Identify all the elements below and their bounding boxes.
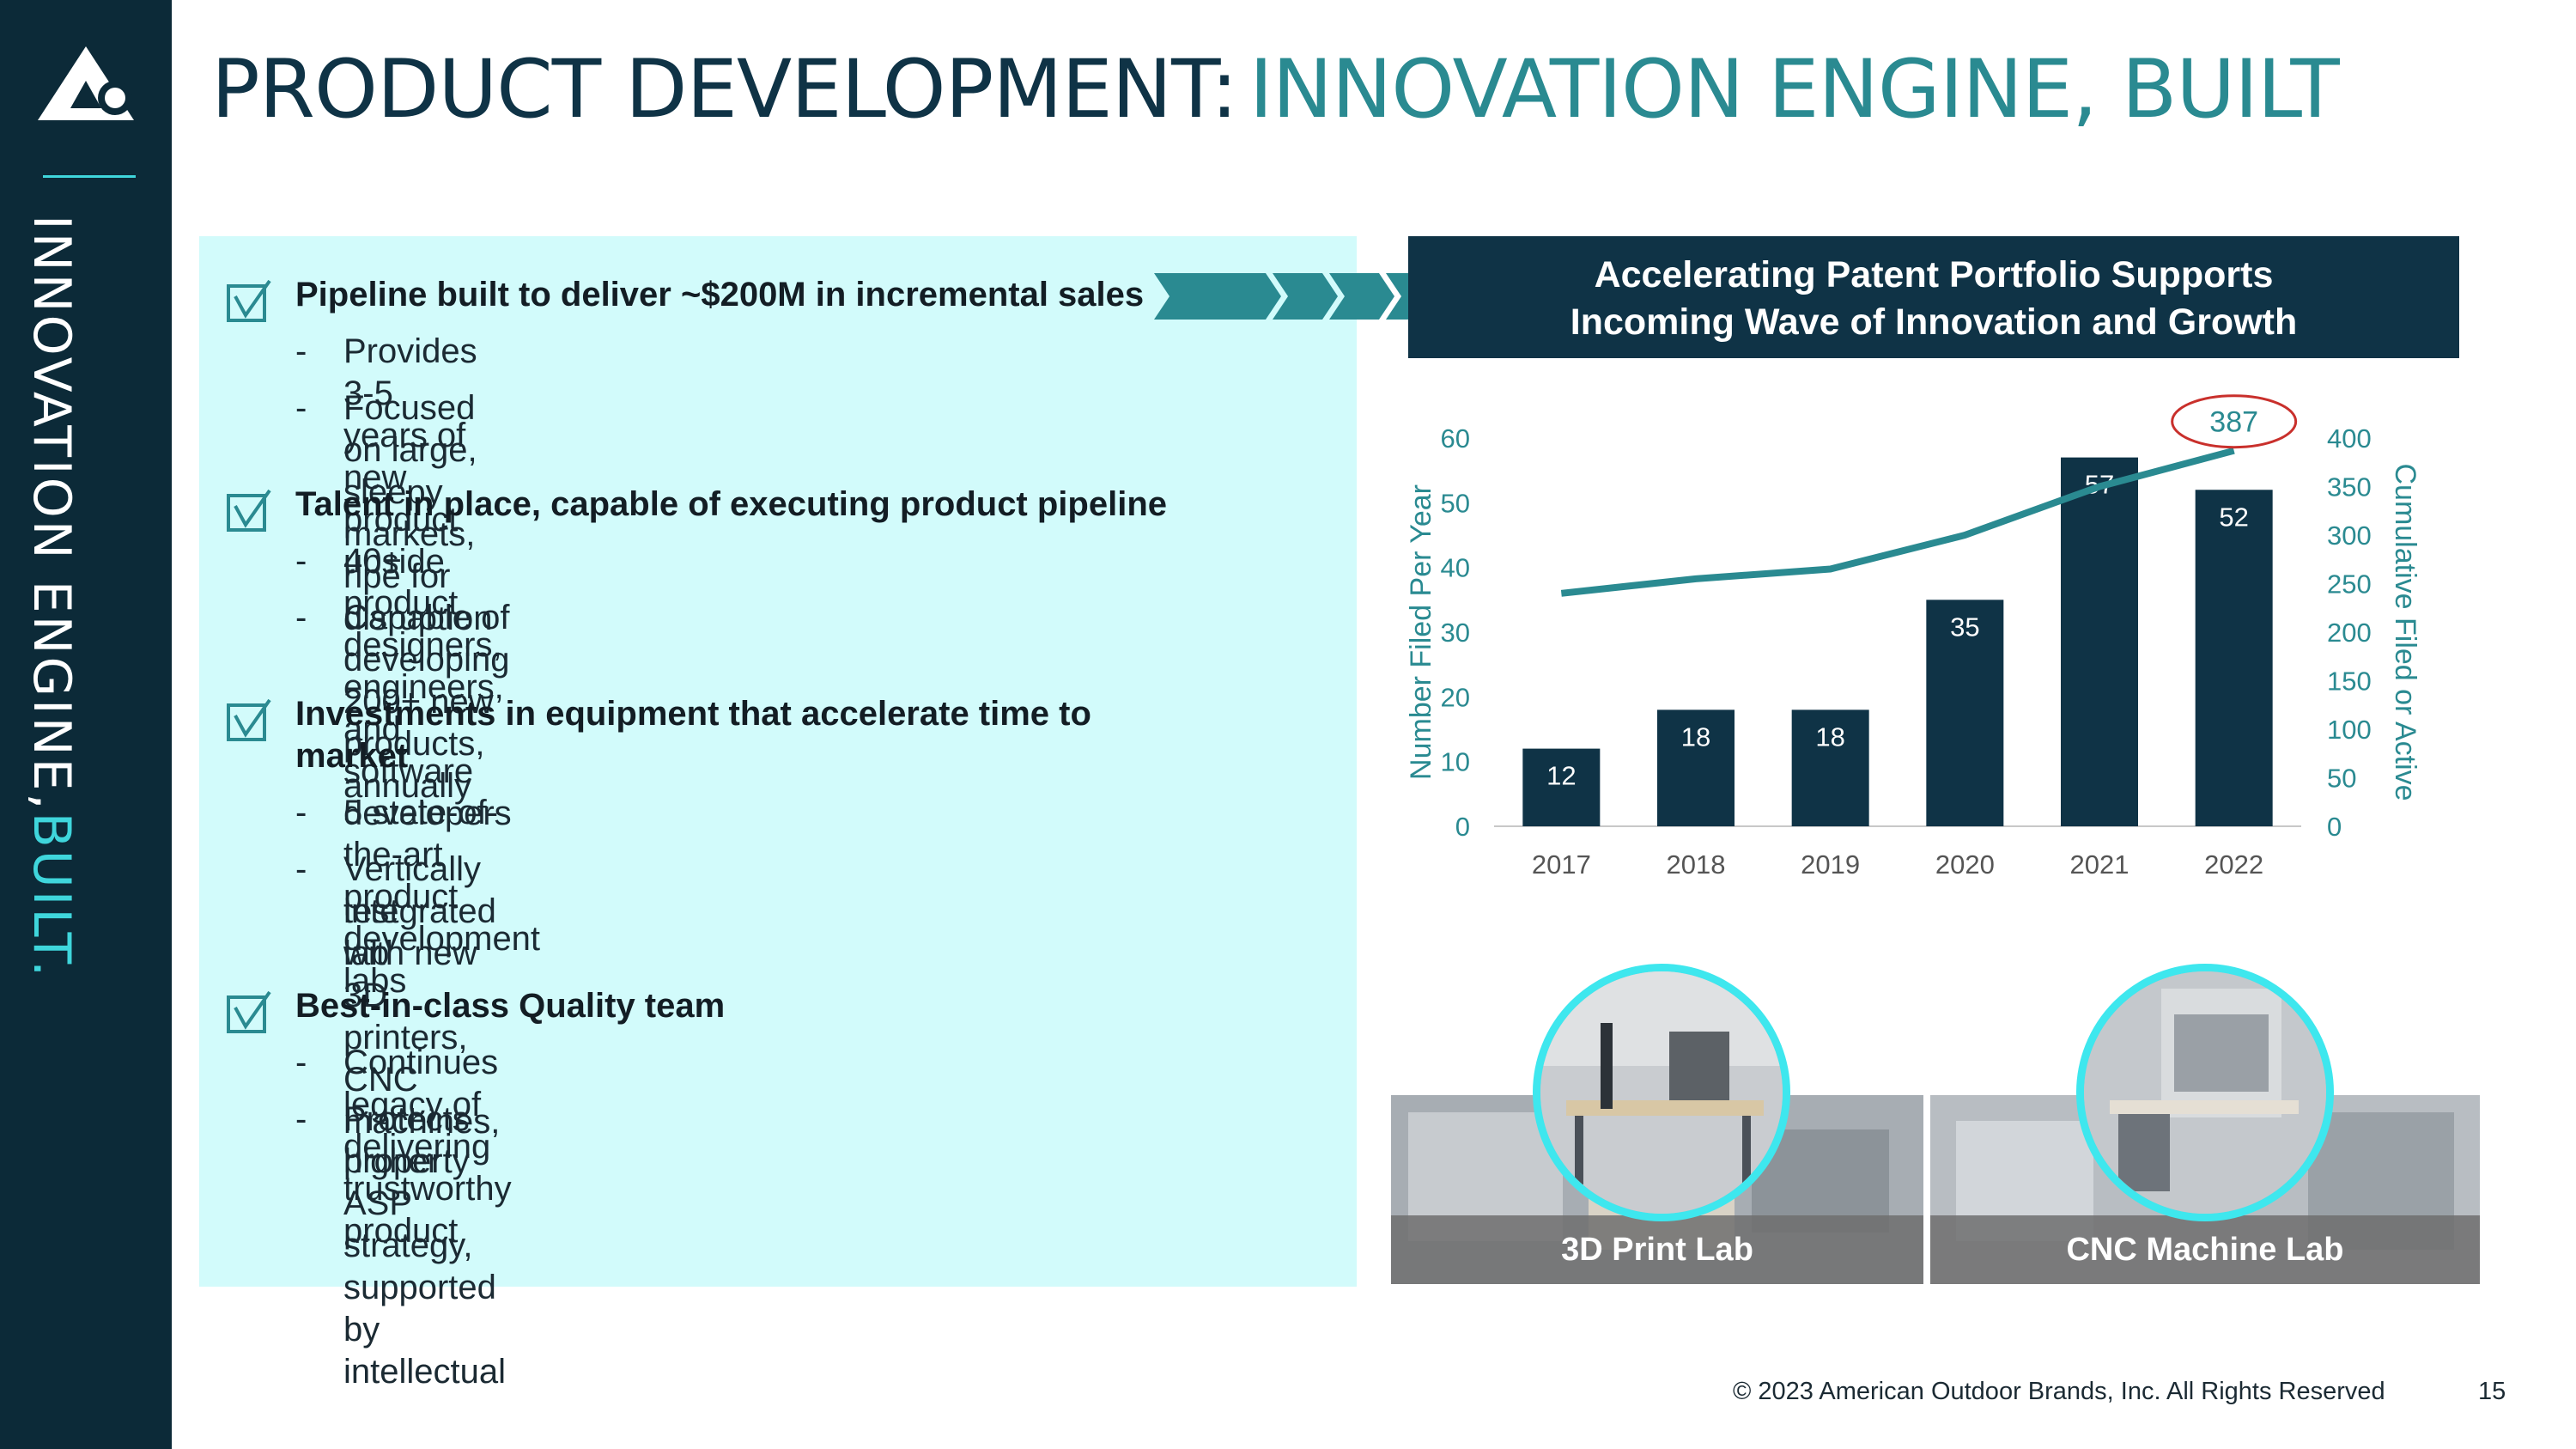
bullet-title: Pipeline built to deliver ~$200M in incr… xyxy=(295,276,1145,314)
bullet-title: Best-in-class Quality team xyxy=(295,987,726,1025)
chart-header-line1: Accelerating Patent Portfolio Supports xyxy=(1594,254,2274,295)
cumulative-line xyxy=(1560,447,2235,597)
lab-photo-cnc: CNC Machine Lab xyxy=(1930,1095,2480,1284)
y2-tick-label: 100 xyxy=(2327,715,2372,745)
checkbox-check-icon xyxy=(227,990,271,1033)
lab-circle-photo-3d-print xyxy=(1533,964,1790,1221)
lab-caption: 3D Print Lab xyxy=(1391,1215,1923,1284)
brand-logo-icon xyxy=(38,46,134,120)
lab-interior-photo xyxy=(1540,971,1783,1214)
bar xyxy=(1926,600,2004,826)
y2-tick-label: 200 xyxy=(2327,618,2372,648)
lab-interior-photo xyxy=(2084,971,2326,1214)
bullet-title: Talent in place, capable of executing pr… xyxy=(295,485,1167,523)
bullet-panel: Pipeline built to deliver ~$200M in incr… xyxy=(199,236,1357,1391)
y2-tick-label: 350 xyxy=(2327,472,2372,502)
sidebar: INNOVATION ENGINE,BUILT. xyxy=(0,0,172,1449)
sidebar-divider xyxy=(43,175,136,178)
bar xyxy=(1522,748,1601,826)
checkbox-check-icon xyxy=(227,279,271,322)
lab-circle-photo-cnc xyxy=(2076,964,2334,1221)
x-tick-label: 2018 xyxy=(1667,849,1726,880)
sidebar-text: INNOVATION ENGINE, xyxy=(21,215,82,813)
y-tick-label: 30 xyxy=(1441,618,1470,648)
checkbox-check-icon xyxy=(227,489,271,532)
bar xyxy=(1657,709,1735,826)
bar-data-label: 18 xyxy=(1681,721,1710,752)
title-part2: INNOVATION ENGINE, BUILT xyxy=(1249,43,2340,137)
x-tick-label: 2017 xyxy=(1532,849,1591,880)
footer-page-number: 15 xyxy=(2478,1378,2506,1405)
y2-tick-label: 50 xyxy=(2327,764,2356,794)
chart-header-line2: Incoming Wave of Innovation and Growth xyxy=(1570,301,2298,343)
y-tick-label: 50 xyxy=(1441,488,1470,518)
bar-data-label: 18 xyxy=(1815,721,1844,752)
bar xyxy=(1791,709,1869,826)
y2-tick-label: 0 xyxy=(2327,812,2342,842)
y2-tick-label: 300 xyxy=(2327,521,2372,551)
lab-caption: CNC Machine Lab xyxy=(1930,1215,2480,1284)
chart-header: Accelerating Patent Portfolio Supports I… xyxy=(1408,236,2459,358)
bar-data-label: 52 xyxy=(2219,502,2248,532)
checkbox-check-icon xyxy=(227,698,271,741)
page-title: PRODUCT DEVELOPMENT: INNOVATION ENGINE, B… xyxy=(211,43,2340,137)
y2-tick-label: 250 xyxy=(2327,569,2372,600)
y-tick-label: 40 xyxy=(1441,553,1470,583)
bar-data-label: 35 xyxy=(1950,612,1979,642)
sidebar-vertical-title: INNOVATION ENGINE,BUILT. xyxy=(21,215,82,979)
y2-tick-label: 150 xyxy=(2327,667,2372,697)
x-tick-label: 2020 xyxy=(1935,849,1995,880)
y-tick-label: 0 xyxy=(1455,812,1470,842)
bullet-title-cont: market xyxy=(295,737,409,775)
footer-copyright: © 2023 American Outdoor Brands, Inc. All… xyxy=(1733,1378,2385,1405)
x-tick-label: 2021 xyxy=(2070,849,2129,880)
bar xyxy=(2195,490,2273,826)
patent-chart: 0 10 20 30 40 50 60 0 50 100 150 200 250 300 350 400 12 1… xyxy=(1405,394,2421,880)
x-tick-label: 2022 xyxy=(2204,849,2263,880)
bar xyxy=(2061,457,2138,826)
y-tick-label: 20 xyxy=(1441,682,1470,712)
y2-axis-title: Cumulative Filed or Active xyxy=(2389,463,2421,801)
annotation-circle xyxy=(2171,394,2298,449)
y-axis-title: Number Filed Per Year xyxy=(1405,484,1437,780)
sidebar-accent: BUILT. xyxy=(21,812,82,980)
annotation-label: 387 xyxy=(2209,406,2258,439)
y-tick-label: 10 xyxy=(1441,747,1470,777)
bar-data-label: 12 xyxy=(1546,761,1576,791)
bullet-title: Investments in equipment that accelerate… xyxy=(295,695,1091,733)
y2-tick-label: 400 xyxy=(2327,423,2372,454)
x-tick-label: 2019 xyxy=(1801,849,1860,880)
y-tick-label: 60 xyxy=(1441,423,1470,454)
title-part1: PRODUCT DEVELOPMENT: xyxy=(211,43,1238,137)
